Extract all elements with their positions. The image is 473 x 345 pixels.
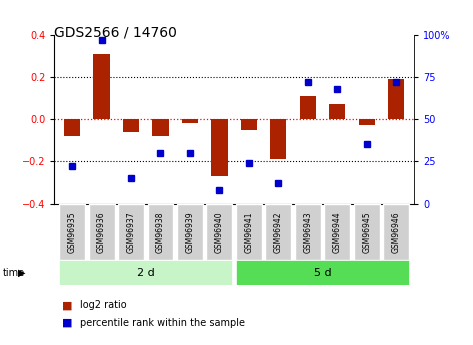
Bar <box>329 104 345 119</box>
Bar <box>182 119 198 123</box>
Bar <box>295 204 321 260</box>
Bar <box>88 204 114 260</box>
Text: GSM96938: GSM96938 <box>156 211 165 253</box>
Bar <box>64 119 80 136</box>
Text: GSM96935: GSM96935 <box>68 211 77 253</box>
Bar <box>118 204 144 260</box>
Bar <box>236 260 409 285</box>
Bar <box>206 204 232 260</box>
Text: GSM96936: GSM96936 <box>97 211 106 253</box>
Bar <box>59 260 232 285</box>
Text: GDS2566 / 14760: GDS2566 / 14760 <box>54 26 177 40</box>
Bar <box>211 119 228 176</box>
Text: time: time <box>2 268 25 277</box>
Text: GSM96945: GSM96945 <box>362 211 371 253</box>
Text: GSM96939: GSM96939 <box>185 211 194 253</box>
Bar <box>383 204 409 260</box>
Bar <box>123 119 139 132</box>
Bar <box>241 119 257 130</box>
Text: GSM96941: GSM96941 <box>245 211 254 253</box>
Text: 5 d: 5 d <box>314 268 332 277</box>
Text: GSM96946: GSM96946 <box>392 211 401 253</box>
Bar <box>324 204 350 260</box>
Bar <box>94 53 110 119</box>
Bar <box>300 96 316 119</box>
Bar <box>265 204 291 260</box>
Text: ▶: ▶ <box>18 268 26 277</box>
Bar <box>388 79 404 119</box>
Text: GSM96944: GSM96944 <box>333 211 342 253</box>
Bar <box>177 204 203 260</box>
Bar <box>148 204 174 260</box>
Bar <box>354 204 380 260</box>
Text: percentile rank within the sample: percentile rank within the sample <box>80 318 245 327</box>
Bar <box>270 119 287 159</box>
Text: ■: ■ <box>61 300 72 310</box>
Bar <box>59 204 85 260</box>
Text: GSM96943: GSM96943 <box>303 211 312 253</box>
Bar <box>152 119 168 136</box>
Text: GSM96937: GSM96937 <box>126 211 135 253</box>
Text: GSM96940: GSM96940 <box>215 211 224 253</box>
Text: 2 d: 2 d <box>137 268 155 277</box>
Bar <box>359 119 375 125</box>
Bar <box>236 204 262 260</box>
Text: GSM96942: GSM96942 <box>274 211 283 253</box>
Text: log2 ratio: log2 ratio <box>80 300 127 310</box>
Text: ■: ■ <box>61 318 72 327</box>
